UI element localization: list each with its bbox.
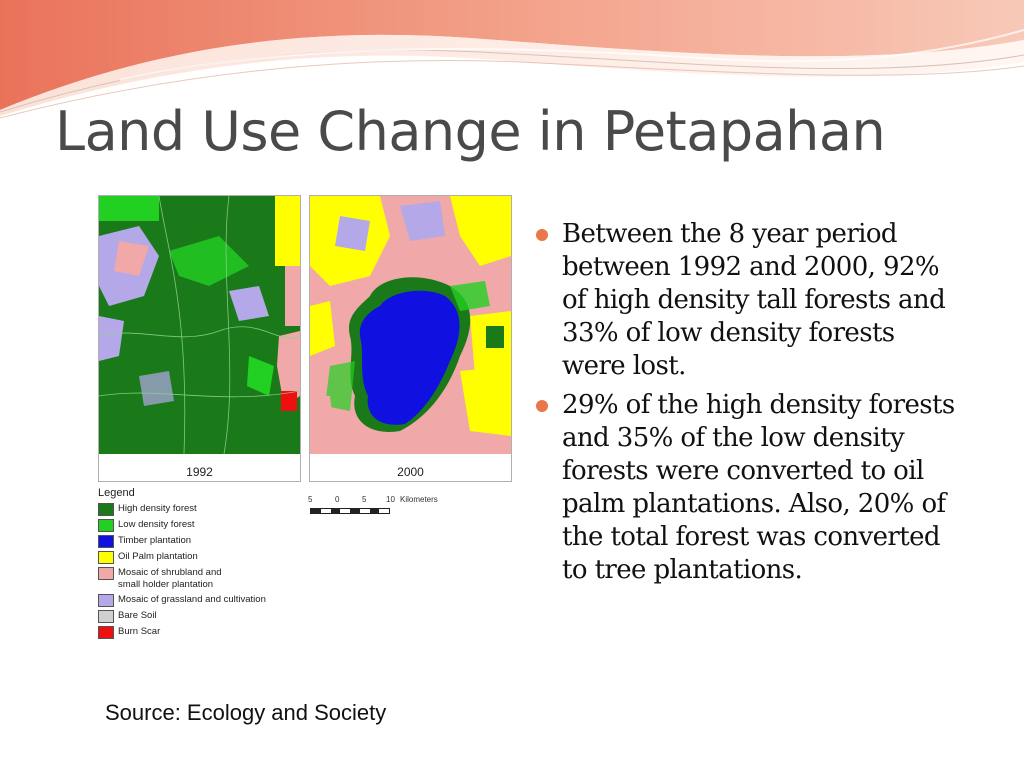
legend-item: Timber plantation xyxy=(98,535,266,551)
slide-title: Land Use Change in Petapahan xyxy=(55,100,886,163)
map-legend: Legend High density forest Low density fo… xyxy=(98,487,266,642)
bullet-dot-icon xyxy=(536,229,548,241)
legend-swatch xyxy=(98,519,114,532)
bullet-text: 29% of the high density forests and 35% … xyxy=(562,390,955,585)
bullet-item: 29% of the high density forests and 35% … xyxy=(535,389,965,587)
legend-item: Mosaic of shrubland and small holder pla… xyxy=(98,567,266,594)
legend-swatch xyxy=(98,594,114,607)
scale-bar: 5 0 5 10 Kilometers xyxy=(308,495,458,525)
legend-swatch xyxy=(98,626,114,639)
legend-item: Low density forest xyxy=(98,519,266,535)
legend-title: Legend xyxy=(98,487,135,499)
map-1992-image xyxy=(99,196,300,454)
bullet-text: Between the 8 year period between 1992 a… xyxy=(562,219,946,381)
source-citation: Source: Ecology and Society xyxy=(105,700,387,725)
bullet-list: Between the 8 year period between 1992 a… xyxy=(535,218,965,593)
scale-tick: 5 xyxy=(362,495,367,504)
map-2000-label: 2000 xyxy=(397,465,424,479)
scale-tick: 10 xyxy=(386,495,395,504)
scale-bar-graphic xyxy=(310,508,390,514)
map-2000-image xyxy=(310,196,511,454)
scale-tick: 0 xyxy=(335,495,340,504)
legend-label: Burn Scar xyxy=(118,626,161,637)
legend-label: Low density forest xyxy=(118,519,195,530)
map-2000: 2000 xyxy=(309,195,512,482)
legend-item: High density forest xyxy=(98,503,266,519)
legend-item: Burn Scar xyxy=(98,626,266,642)
legend-swatch xyxy=(98,535,114,548)
legend-item: Oil Palm plantation xyxy=(98,551,266,567)
legend-swatch xyxy=(98,503,114,516)
header-wave-decoration xyxy=(0,0,1024,119)
legend-label: Timber plantation xyxy=(118,535,192,546)
legend-swatch xyxy=(98,551,114,564)
legend-swatch xyxy=(98,567,114,580)
legend-item: Mosaic of grassland and cultivation xyxy=(98,594,266,610)
legend-label: Mosaic of shrubland and small holder pla… xyxy=(118,567,222,590)
land-use-map-figure: 1992 2000 Legend High density forest Low … xyxy=(93,190,515,670)
legend-label: Oil Palm plantation xyxy=(118,551,198,562)
map-1992-label: 1992 xyxy=(186,465,213,479)
scale-unit: Kilometers xyxy=(400,495,438,504)
scale-tick: 5 xyxy=(308,495,313,504)
legend-label: Bare Soil xyxy=(118,610,157,621)
legend-label: High density forest xyxy=(118,503,197,514)
legend-swatch xyxy=(98,610,114,623)
map-1992: 1992 xyxy=(98,195,301,482)
bullet-item: Between the 8 year period between 1992 a… xyxy=(535,218,965,383)
legend-list: High density forest Low density forest Tim… xyxy=(98,503,266,642)
legend-label: Mosaic of grassland and cultivation xyxy=(118,594,266,605)
bullet-dot-icon xyxy=(536,400,548,412)
legend-item: Bare Soil xyxy=(98,610,266,626)
